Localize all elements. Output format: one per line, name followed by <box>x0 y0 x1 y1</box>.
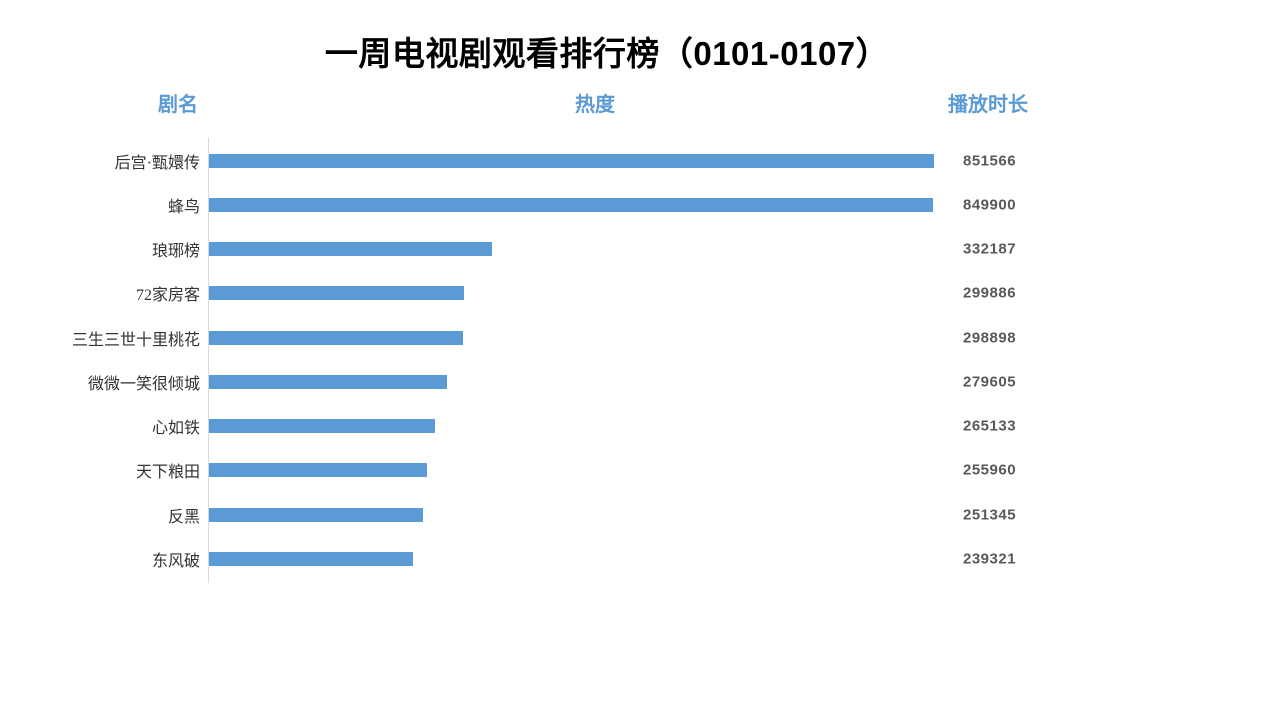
category-label: 反黑 <box>167 508 200 526</box>
bar <box>209 197 933 212</box>
chart-row: 72家房客 299886 <box>0 271 1280 315</box>
chart-row: 微微一笑很倾城 279605 <box>0 360 1280 404</box>
category-label: 天下粮田 <box>135 464 200 482</box>
category-label: 琅琊榜 <box>151 243 200 261</box>
value-label: 851566 <box>963 152 1017 169</box>
bar <box>209 507 423 522</box>
bar <box>209 153 934 168</box>
bar <box>209 552 413 567</box>
category-label: 72家房客 <box>135 287 200 305</box>
bar <box>209 419 435 434</box>
chart-row: 后宫·甄嬛传 851566 <box>0 139 1280 183</box>
chart-row: 蜂鸟 849900 <box>0 183 1280 227</box>
category-label: 后宫·甄嬛传 <box>114 154 200 172</box>
value-label: 849900 <box>963 196 1017 214</box>
value-label: 332187 <box>963 240 1017 258</box>
chart-row: 反黑 251345 <box>0 493 1280 537</box>
chart-row: 琅琊榜 332187 <box>0 227 1280 271</box>
value-label: 265133 <box>963 417 1017 435</box>
category-label: 蜂鸟 <box>167 198 200 216</box>
column-header-name: 剧名 <box>158 94 198 116</box>
chart-row: 三生三世十里桃花 298898 <box>0 316 1280 360</box>
chart-title: 一周电视剧观看排行榜（0101-0107） <box>324 35 890 72</box>
category-axis-line <box>208 138 209 583</box>
column-header-duration: 播放时长 <box>948 94 1028 116</box>
value-label: 251345 <box>963 506 1017 524</box>
value-label: 239321 <box>963 550 1017 568</box>
bar-chart: 后宫·甄嬛传 851566 蜂鸟 849900 琅琊榜 332187 72家房客 299886… <box>0 138 1280 583</box>
value-label: 298898 <box>963 329 1017 347</box>
bar <box>209 374 447 389</box>
column-header-heat: 热度 <box>575 94 615 116</box>
value-label: 279605 <box>963 373 1017 391</box>
bar <box>209 286 464 301</box>
bar <box>209 330 463 345</box>
chart-row: 东风破 239321 <box>0 537 1280 581</box>
category-label: 东风破 <box>151 553 200 571</box>
value-label: 299886 <box>963 284 1017 302</box>
category-label: 心如铁 <box>151 420 200 438</box>
chart-row: 心如铁 265133 <box>0 404 1280 448</box>
bar <box>209 242 492 257</box>
bar <box>209 463 427 478</box>
category-label: 三生三世十里桃花 <box>71 331 200 349</box>
category-label: 微微一笑很倾城 <box>87 375 200 393</box>
chart-row: 天下粮田 255960 <box>0 448 1280 492</box>
value-label: 255960 <box>963 461 1017 479</box>
